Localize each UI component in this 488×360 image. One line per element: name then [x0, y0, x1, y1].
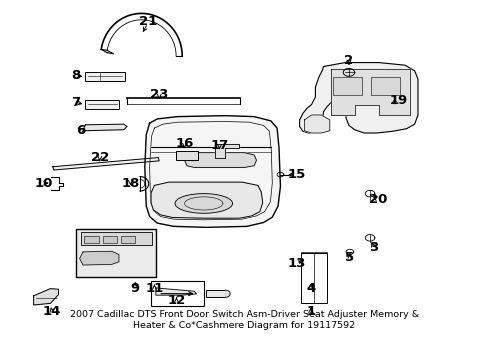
Bar: [301, 253, 327, 303]
Polygon shape: [156, 288, 196, 295]
Polygon shape: [175, 194, 232, 213]
Polygon shape: [84, 124, 127, 131]
Text: 15: 15: [286, 168, 305, 181]
Text: 19: 19: [389, 94, 407, 107]
Text: 4: 4: [305, 282, 315, 295]
Polygon shape: [214, 144, 238, 158]
Bar: [151, 282, 203, 306]
Polygon shape: [299, 63, 417, 133]
Polygon shape: [53, 158, 159, 170]
Text: 11: 11: [145, 282, 163, 295]
Text: 5: 5: [345, 251, 354, 264]
Bar: [81, 232, 151, 246]
Text: 6: 6: [76, 124, 85, 137]
Text: 22: 22: [90, 151, 109, 164]
Bar: [121, 235, 135, 243]
Text: 20: 20: [369, 193, 387, 206]
Bar: [176, 151, 198, 159]
Text: 13: 13: [286, 257, 305, 270]
Text: 14: 14: [42, 305, 61, 318]
Bar: [102, 235, 117, 243]
Bar: [85, 100, 119, 109]
Polygon shape: [330, 69, 409, 115]
Polygon shape: [80, 251, 119, 265]
Text: 3: 3: [368, 241, 378, 254]
Text: 8: 8: [71, 68, 80, 81]
Polygon shape: [34, 289, 59, 305]
Bar: [371, 77, 399, 95]
Bar: [85, 72, 124, 81]
Text: 23: 23: [150, 88, 168, 101]
Text: 16: 16: [175, 137, 193, 150]
Bar: [84, 235, 99, 243]
Text: 17: 17: [210, 139, 228, 152]
Text: 7: 7: [71, 96, 80, 109]
Polygon shape: [184, 153, 256, 167]
Text: 1: 1: [305, 305, 315, 318]
Text: 21: 21: [138, 15, 157, 28]
Text: 9: 9: [130, 282, 140, 295]
Polygon shape: [144, 116, 280, 228]
Bar: [332, 77, 361, 95]
Bar: [206, 290, 225, 297]
Text: 10: 10: [35, 177, 53, 190]
Text: 2007 Cadillac DTS Front Door Switch Asm-Driver Seat Adjuster Memory &
Heater & C: 2007 Cadillac DTS Front Door Switch Asm-…: [70, 310, 418, 329]
Text: 18: 18: [121, 177, 140, 190]
Polygon shape: [151, 182, 262, 218]
Bar: [76, 229, 156, 278]
Polygon shape: [304, 115, 329, 133]
Text: 12: 12: [167, 293, 185, 307]
Text: 2: 2: [344, 54, 353, 67]
